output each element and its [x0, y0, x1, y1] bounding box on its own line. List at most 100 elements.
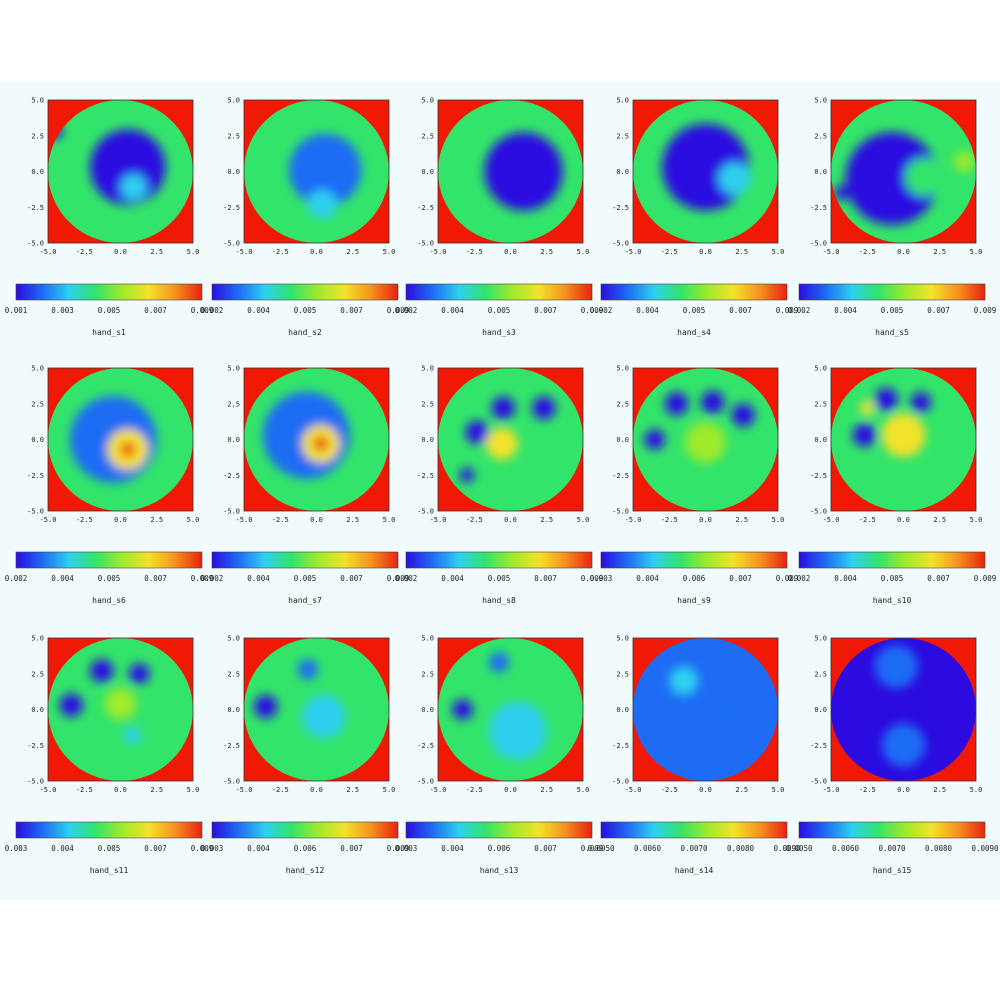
y-tick-label: 0.0: [227, 706, 240, 714]
heatmap-blob: [484, 132, 563, 211]
colorbar: [15, 821, 203, 839]
colorbar-tick-label: 0.004: [51, 844, 74, 853]
heatmap-plot: 5.0 2.5 0.0 -2.5 -5.0-5.0 -2.5 0.0 2.5 5.0: [223, 635, 395, 795]
x-tick-label: 5.0: [383, 248, 396, 256]
colorbar-tick-label: 0.007: [340, 844, 363, 853]
heatmap-blob: [881, 413, 926, 457]
colorbar-tick-label: 0.006: [293, 844, 317, 853]
colorbar-tick-label: 0.009: [775, 306, 799, 315]
panel-caption: hand_s6: [92, 596, 126, 605]
x-tick-label: -2.5: [661, 516, 678, 524]
heatmap-blob: [532, 396, 556, 420]
x-tick-label: 5.0: [577, 516, 590, 524]
colorbar: [405, 283, 593, 301]
x-tick-label: -2.5: [272, 786, 289, 794]
colorbar-tick-label: 0.004: [247, 306, 270, 315]
y-tick-label: -5.0: [417, 778, 434, 786]
y-tick-label: 5.0: [616, 97, 629, 105]
heatmap-blob: [644, 429, 665, 450]
colorbar-tick-label: 0.004: [247, 844, 270, 853]
x-tick-label: -5.0: [236, 786, 253, 794]
heatmap-plot: 5.0 2.5 0.0 -2.5 -5.0-5.0 -2.5 0.0 2.5 5.0: [417, 365, 590, 525]
colorbar-tick-label: 0.005: [97, 574, 121, 583]
x-tick-label: -2.5: [272, 248, 289, 256]
x-tick-label: -5.0: [236, 516, 253, 524]
colorbar-tick-label: 0.0080: [924, 844, 953, 853]
x-tick-label: 5.0: [970, 786, 983, 794]
heatmap-blob: [90, 129, 166, 205]
x-tick-label: -2.5: [859, 786, 876, 794]
x-tick-label: -2.5: [859, 248, 876, 256]
colorbar-tick-label: 0.004: [834, 574, 857, 583]
y-tick-label: -5.0: [612, 240, 629, 248]
colorbar-tick-label: 0.003: [394, 844, 418, 853]
y-tick-label: -5.0: [810, 508, 827, 516]
panel-caption: hand_s15: [872, 866, 912, 875]
x-tick-label: -5.0: [40, 516, 57, 524]
y-tick-label: -5.0: [612, 508, 629, 516]
heatmap-blob: [833, 185, 849, 201]
x-tick-label: 0.0: [504, 248, 517, 256]
y-tick-label: 0.0: [227, 168, 240, 176]
colorbar-tick-label: 0.004: [636, 574, 659, 583]
x-tick-label: 2.5: [150, 786, 163, 794]
colorbar-tick-label: 0.0090: [773, 844, 801, 853]
x-tick-label: 2.5: [346, 248, 359, 256]
colorbar-tick-label: 0.007: [340, 574, 363, 583]
x-tick-label: -2.5: [661, 248, 678, 256]
heatmap-blob: [731, 403, 755, 427]
x-tick-label: -2.5: [76, 516, 93, 524]
colorbar-tick-label: 0.009: [580, 306, 604, 315]
heatmap-blob: [664, 392, 689, 416]
colorbar-tick-label: 0.007: [144, 844, 167, 853]
y-tick-label: 2.5: [31, 400, 44, 408]
colorbar-tick-label: 0.003: [4, 844, 28, 853]
x-tick-label: -5.0: [625, 516, 642, 524]
axes-frame: [243, 99, 390, 244]
heatmap-panel: 5.0 2.5 0.0 -2.5 -5.0 -5.0 -2.5 0.0 2.5 5.0 0.002 0…: [5, 364, 214, 634]
colorbar-tick-label: 0.006: [487, 844, 511, 853]
x-tick-label: 5.0: [383, 516, 396, 524]
y-tick-label: 5.0: [616, 635, 629, 643]
x-tick-label: -2.5: [76, 248, 93, 256]
colorbar: [600, 821, 788, 839]
colorbar-tick-label: 0.004: [247, 574, 270, 583]
colorbar: [15, 283, 203, 301]
heatmap-panel: 5.0 2.5 0.0 -2.5 -5.0 -5.0 -2.5 0.0 2.5 5.0 0.003 0…: [395, 634, 604, 904]
y-tick-label: 0.0: [616, 436, 629, 444]
x-tick-label: 0.0: [310, 248, 323, 256]
panel-caption: hand_s12: [285, 866, 325, 875]
axes-frame: [830, 637, 977, 782]
y-tick-label: -2.5: [810, 204, 827, 212]
heatmap-blob: [120, 174, 147, 201]
y-tick-label: 5.0: [421, 635, 434, 643]
colorbar-tick-label: 0.009: [580, 574, 604, 583]
y-tick-label: -2.5: [612, 742, 629, 750]
x-tick-label: -5.0: [823, 786, 840, 794]
heatmap-panel: 5.0 2.5 0.0 -2.5 -5.0 -5.0 -2.5 0.0 2.5 5.0 0.001 0…: [5, 96, 214, 366]
y-tick-label: 0.0: [421, 706, 434, 714]
x-tick-label: 2.5: [540, 516, 553, 524]
y-tick-label: 0.0: [616, 706, 629, 714]
heatmap-blob: [669, 666, 699, 696]
x-tick-label: 5.0: [577, 786, 590, 794]
colorbar-tick-label: 0.003: [200, 844, 224, 853]
panel-caption: hand_s8: [482, 596, 516, 605]
heatmap-blob: [465, 420, 489, 444]
heatmap-panel: 5.0 2.5 0.0 -2.5 -5.0 -5.0 -2.5 0.0 2.5 5.0 0.003 0…: [590, 364, 799, 634]
x-tick-label: 2.5: [346, 516, 359, 524]
x-tick-label: 5.0: [187, 248, 200, 256]
x-tick-label: -5.0: [40, 786, 57, 794]
x-tick-label: 0.0: [897, 516, 910, 524]
y-tick-label: 5.0: [227, 635, 240, 643]
x-tick-label: 5.0: [772, 516, 785, 524]
colorbar-tick-label: 0.004: [441, 574, 464, 583]
x-tick-label: -5.0: [430, 516, 447, 524]
heatmap-blob: [720, 709, 749, 739]
panel-caption: hand_s9: [677, 596, 711, 605]
y-tick-label: 2.5: [814, 670, 827, 678]
axes-frame: [632, 367, 779, 512]
heatmap-panel: 5.0 2.5 0.0 -2.5 -5.0 -5.0 -2.5 0.0 2.5 5.0 0.002 0…: [201, 364, 410, 634]
heatmap-blob: [685, 422, 726, 463]
heatmap-panel: 5.0 2.5 0.0 -2.5 -5.0 -5.0 -2.5 0.0 2.5 5.0 0.002 0…: [788, 364, 997, 634]
